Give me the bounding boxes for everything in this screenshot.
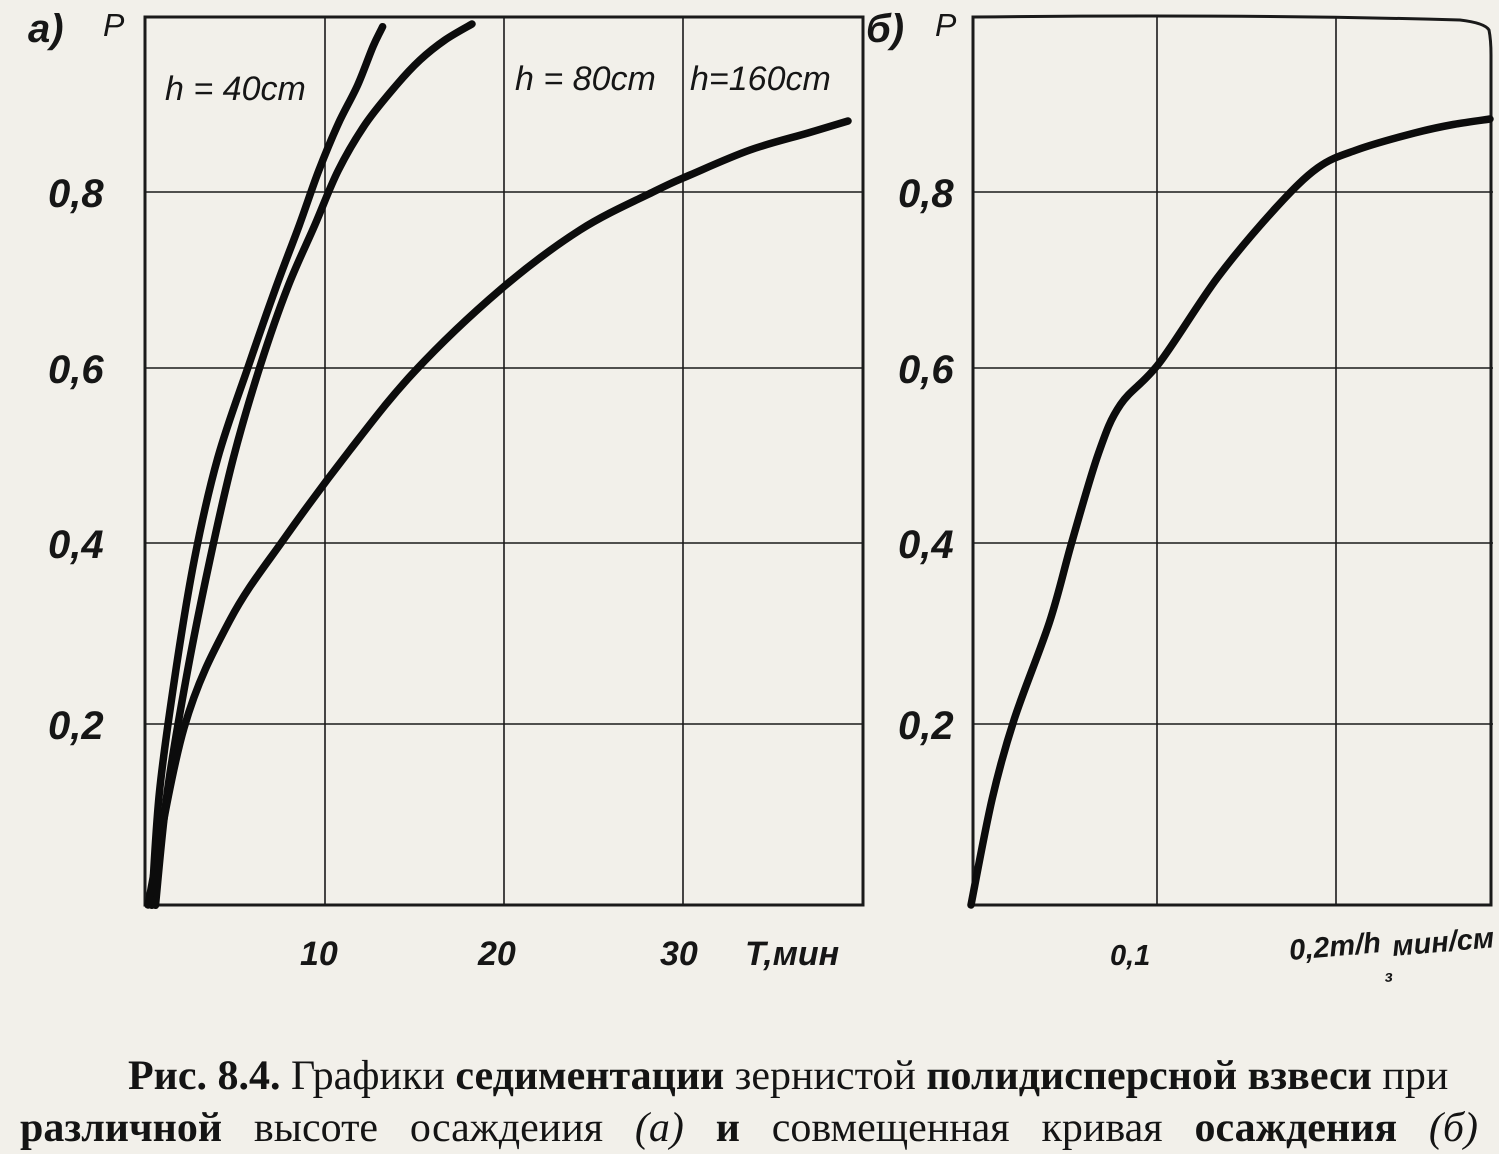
svg-text:з: з — [1384, 968, 1394, 986]
svg-text:0,6: 0,6 — [48, 348, 104, 392]
svg-text:0,4: 0,4 — [48, 523, 104, 567]
svg-text:0,6: 0,6 — [898, 348, 954, 392]
svg-text:P: P — [103, 7, 125, 43]
svg-text:30: 30 — [660, 935, 698, 973]
svg-text:h = 40cm: h = 40cm — [165, 70, 306, 108]
svg-text:0,4: 0,4 — [898, 523, 954, 567]
svg-text:P: P — [935, 7, 957, 43]
svg-text:б): б) — [866, 7, 904, 51]
svg-text:0,8: 0,8 — [48, 172, 104, 216]
svg-text:20: 20 — [477, 935, 516, 973]
svg-text:0,1: 0,1 — [1110, 940, 1150, 972]
svg-text:0,2: 0,2 — [898, 704, 954, 748]
svg-text:10: 10 — [300, 935, 338, 973]
svg-text:h = 80cm: h = 80cm — [515, 60, 656, 98]
svg-text:0,8: 0,8 — [898, 172, 954, 216]
svg-text:0,2: 0,2 — [48, 704, 104, 748]
svg-text:a): a) — [28, 7, 64, 51]
svg-text:T,мин: T,мин — [745, 935, 839, 973]
svg-text:h=160cm: h=160cm — [690, 60, 831, 98]
